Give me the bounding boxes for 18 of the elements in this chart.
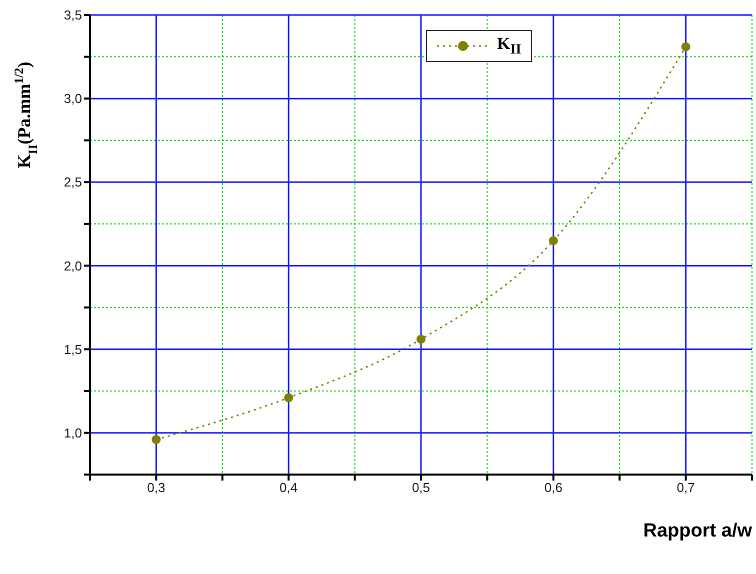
x-tick-label: 0,3 xyxy=(147,480,166,495)
y-tick-label: 1,5 xyxy=(64,342,82,357)
point xyxy=(681,42,690,52)
x-tick-label: 0,7 xyxy=(676,480,695,495)
point xyxy=(152,435,161,444)
point xyxy=(548,236,558,246)
x-tick-label: 0,6 xyxy=(544,480,562,495)
y-tick-label: 2,0 xyxy=(64,258,82,274)
y-tick-label: 3,5 xyxy=(64,8,82,23)
y-tick-label: 1,0 xyxy=(64,425,82,440)
point xyxy=(416,334,426,344)
x-tick-label: 0,5 xyxy=(412,480,430,495)
x-axis-title: Rapport a/w xyxy=(643,520,752,542)
point xyxy=(284,393,294,402)
legend-label: K$_{II}$ xyxy=(497,34,522,58)
y-tick-label: 2,5 xyxy=(64,174,82,190)
y-tick-label: 3,0 xyxy=(64,91,82,106)
x-tick-label: 0,4 xyxy=(280,480,298,495)
